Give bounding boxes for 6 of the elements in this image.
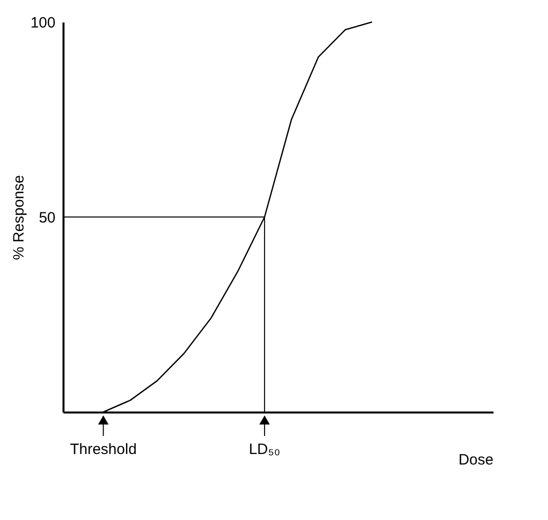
y-axis-title: % Response — [10, 174, 28, 260]
text: LD₅₀ — [248, 441, 280, 458]
x-axis-title: Dose — [458, 452, 494, 468]
y-tick-label: 50 — [38, 210, 56, 226]
text: Threshold — [70, 441, 137, 458]
y-tick-label: 100 — [30, 14, 56, 32]
